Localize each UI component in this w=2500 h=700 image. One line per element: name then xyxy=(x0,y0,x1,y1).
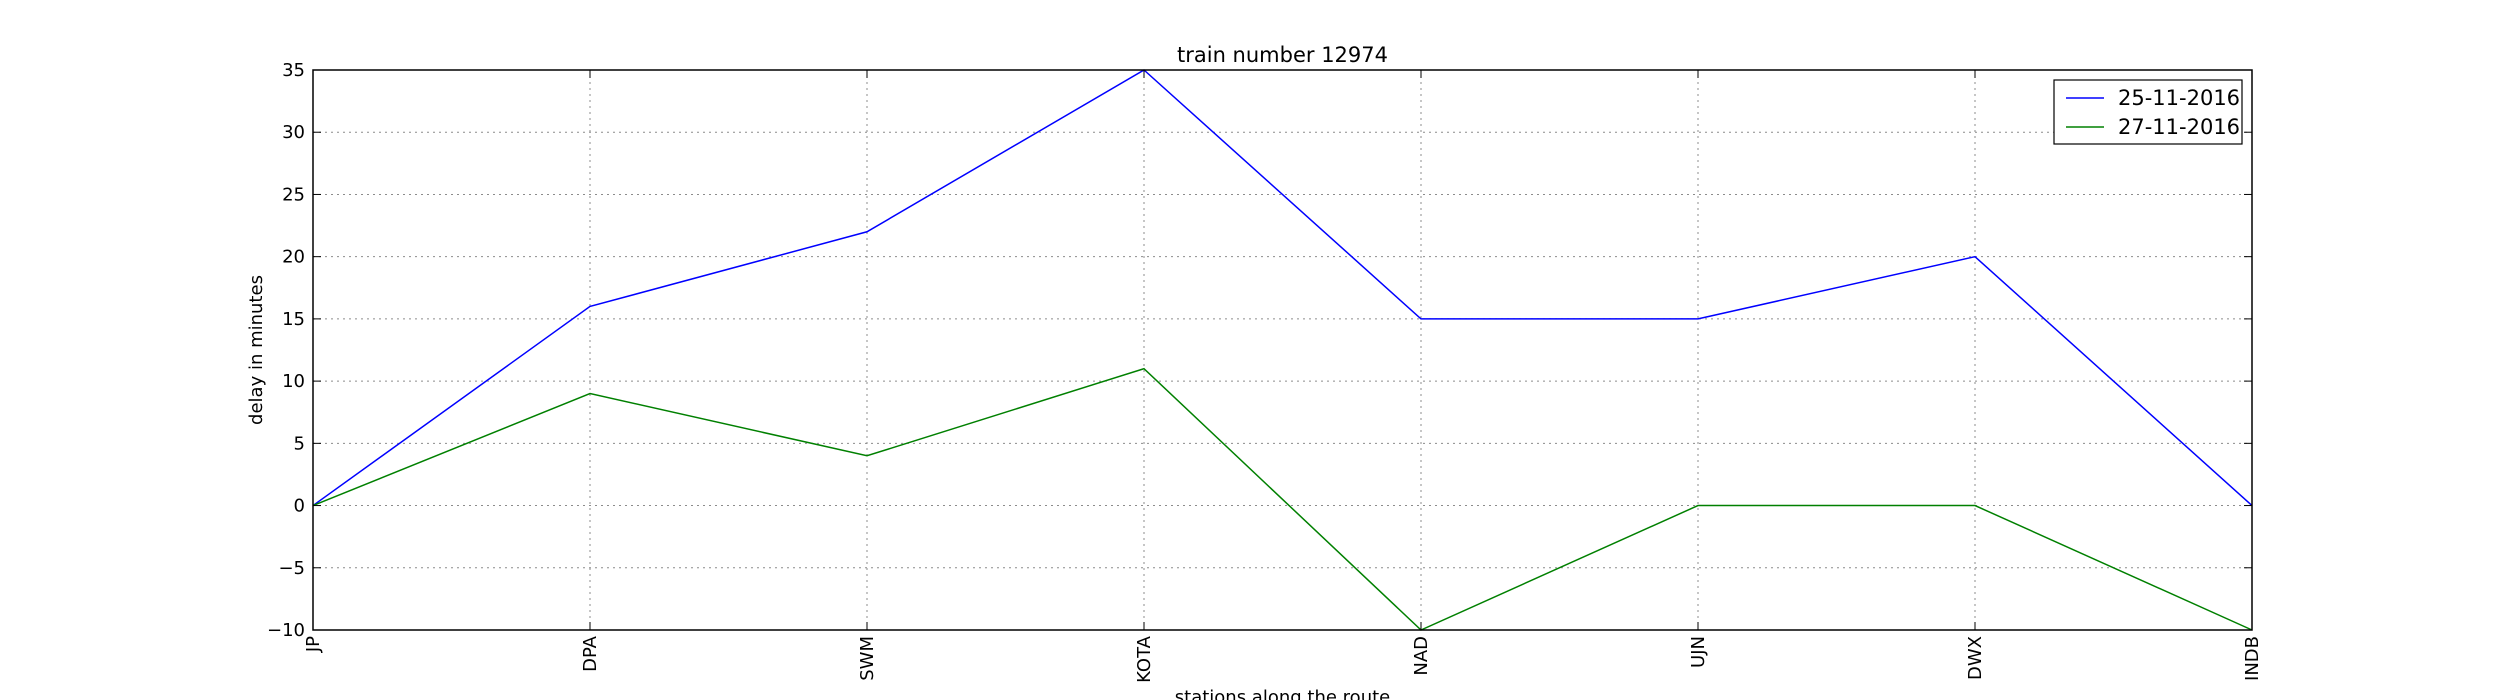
x-tick-label: NAD xyxy=(1411,636,1432,676)
y-tick-label: 15 xyxy=(282,309,305,330)
y-tick-label: 35 xyxy=(282,60,305,81)
legend: 25-11-2016 27-11-2016 xyxy=(2053,79,2243,145)
x-tick-label: UJN xyxy=(1688,636,1709,668)
y-tick-label: 20 xyxy=(282,247,305,268)
chart-title: train number 12974 xyxy=(1177,43,1388,67)
x-tick-label: INDB xyxy=(2242,636,2263,681)
y-tick-label: 10 xyxy=(282,371,305,392)
legend-label: 27-11-2016 xyxy=(2118,115,2240,139)
y-tick-label: 30 xyxy=(282,122,305,143)
y-axis-label: delay in minutes xyxy=(246,275,267,425)
x-tick-label: DWX xyxy=(1965,636,1986,680)
x-tick-label: DPA xyxy=(580,635,601,672)
plot-frame xyxy=(312,69,2253,631)
legend-box xyxy=(2053,79,2243,145)
axis-ticks: −10 −5 0 5 10 15 20 25 30 35 JP DPA SWM KOTA NAD UJN DWX… xyxy=(267,60,2263,683)
y-tick-label: −10 xyxy=(267,620,305,641)
y-tick-label: 5 xyxy=(294,433,305,454)
x-axis-label: stations along the route xyxy=(1175,687,1390,700)
series-lines xyxy=(312,69,2253,631)
y-tick-label: 25 xyxy=(282,184,305,205)
series-line xyxy=(312,367,2253,631)
legend-label: 25-11-2016 xyxy=(2118,86,2240,110)
x-tick-label: SWM xyxy=(857,636,878,681)
x-tick-label: JP xyxy=(303,636,324,653)
series-line xyxy=(312,69,2253,507)
x-tick-label: KOTA xyxy=(1134,635,1155,683)
y-tick-label: −5 xyxy=(278,558,305,579)
y-tick-label: 0 xyxy=(294,496,305,517)
